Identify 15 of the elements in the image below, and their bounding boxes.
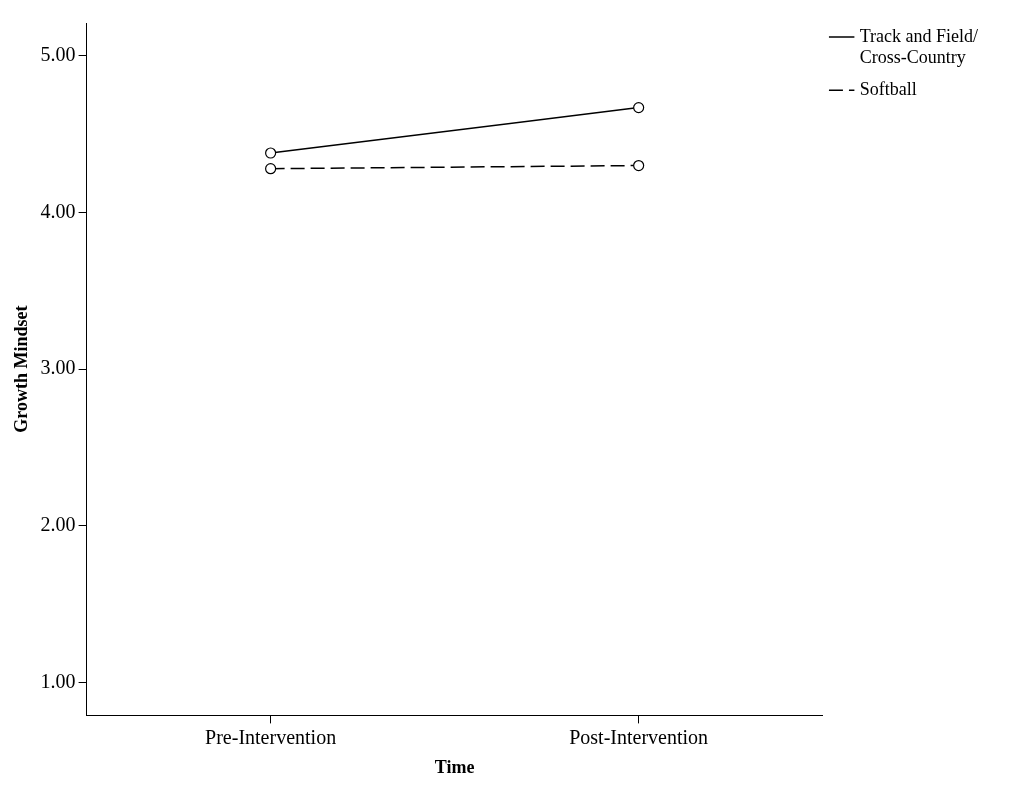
legend-label: Softball [859,78,917,99]
x-tick-label: Post-Intervention [569,725,709,748]
y-tick-label: 2.00 [40,513,76,536]
x-tick-label: Pre-Intervention [205,725,337,748]
point [265,163,277,175]
x-axis-title: Time [434,756,475,777]
legend-label: Track and Field/ Cross-Country [859,25,978,68]
y-tick-label: 1.00 [40,669,76,692]
point [265,147,277,159]
y-tick-label: 4.00 [40,199,76,222]
point [633,159,645,172]
point [633,101,645,114]
y-tick-label: 5.00 [40,43,76,66]
y-axis-title: Growth Mindset [11,305,32,433]
y-tick-label: 3.00 [40,356,76,379]
